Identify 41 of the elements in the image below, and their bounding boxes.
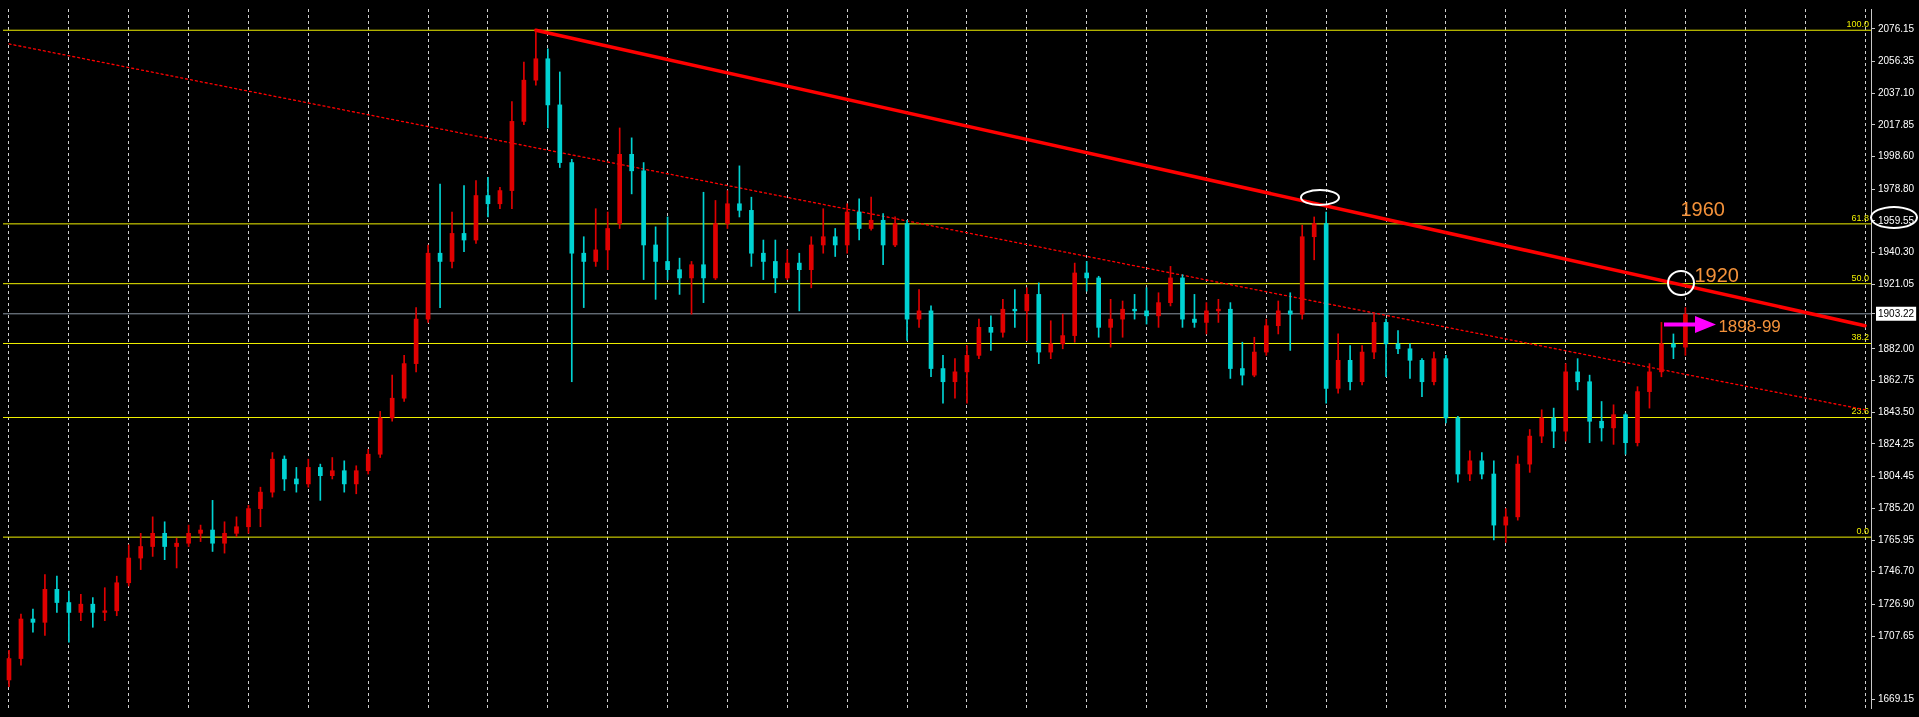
candlestick	[581, 236, 587, 308]
y-tick-label: 1746.70	[1878, 565, 1915, 577]
ref-line-label: 38.2	[1851, 332, 1869, 343]
y-tick-label: 1843.50	[1878, 405, 1915, 417]
y-tick-label: 1726.90	[1878, 598, 1915, 610]
y-tick-label: 1804.45	[1878, 470, 1915, 482]
ref-line-label: 61.8	[1851, 212, 1869, 223]
annotation: 1960	[1680, 197, 1725, 220]
candlestick	[102, 587, 108, 621]
annotation: 1920	[1694, 263, 1739, 286]
candlestick	[796, 252, 802, 312]
candlestick	[1048, 320, 1054, 359]
annotation: 1898-99	[1718, 316, 1781, 336]
ref-line-label: 100.0	[1846, 19, 1869, 30]
y-tick-label: 1765.95	[1878, 533, 1915, 545]
candlestick	[1503, 508, 1509, 543]
y-tick-label: 1940.30	[1878, 246, 1915, 258]
ref-line-label: 50.0	[1851, 272, 1869, 283]
candlestick	[1084, 261, 1090, 292]
candlestick	[820, 208, 826, 254]
y-tick-label: 1882.00	[1878, 342, 1915, 354]
candlestick	[1287, 292, 1293, 351]
y-tick-label: 2037.10	[1878, 86, 1915, 98]
y-tick-label: 2056.35	[1878, 55, 1915, 67]
candlestick	[66, 590, 72, 643]
y-tick-label: 1903.22	[1878, 307, 1915, 319]
y-tick-label: 1785.20	[1878, 502, 1915, 514]
ref-line-label: 0.0	[1856, 526, 1869, 537]
y-tick-label: 1978.80	[1878, 183, 1915, 195]
candlestick	[988, 315, 994, 351]
y-tick-label: 1959.55	[1878, 214, 1915, 226]
y-tick-label: 1669.15	[1878, 693, 1915, 705]
y-tick-label: 1824.25	[1878, 437, 1915, 449]
y-tick-label: 1707.65	[1878, 629, 1915, 641]
y-tick-label: 1998.60	[1878, 150, 1915, 162]
candlestick	[317, 463, 323, 501]
y-tick-label: 1921.05	[1878, 278, 1915, 290]
y-tick-label: 2017.85	[1878, 118, 1915, 130]
y-tick-label: 1862.75	[1878, 374, 1915, 386]
candlestick	[593, 208, 599, 267]
y-tick-label: 2076.15	[1878, 22, 1915, 34]
